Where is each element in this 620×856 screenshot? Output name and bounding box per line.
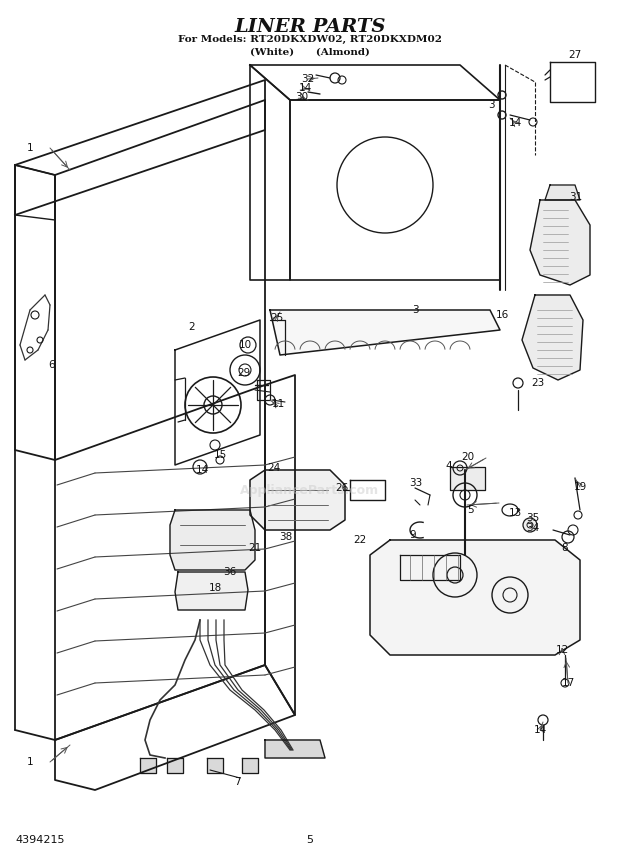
Text: 19: 19: [574, 482, 587, 492]
Polygon shape: [167, 758, 183, 773]
Polygon shape: [370, 540, 580, 655]
Text: 3: 3: [488, 100, 494, 110]
Text: 18: 18: [208, 583, 221, 593]
Polygon shape: [270, 310, 500, 355]
Text: 15: 15: [213, 450, 227, 460]
Text: 16: 16: [495, 310, 508, 320]
Text: 12: 12: [556, 645, 569, 655]
Text: 14: 14: [508, 118, 521, 128]
Polygon shape: [530, 200, 590, 285]
Text: 6: 6: [49, 360, 55, 370]
Text: ApplianceParts.com: ApplianceParts.com: [241, 484, 379, 496]
Text: 26: 26: [335, 483, 348, 493]
Text: 25: 25: [270, 313, 283, 323]
Text: For Models: RT20DKXDW02, RT20DKXDM02: For Models: RT20DKXDW02, RT20DKXDM02: [178, 35, 442, 44]
Text: 14: 14: [298, 83, 312, 93]
Polygon shape: [545, 185, 580, 200]
Text: 32: 32: [301, 74, 314, 84]
Text: 17: 17: [561, 678, 575, 688]
Text: 27: 27: [569, 50, 582, 60]
Text: 34: 34: [526, 523, 539, 533]
Text: 23: 23: [531, 378, 544, 388]
Polygon shape: [175, 572, 248, 610]
Text: 8: 8: [562, 543, 569, 553]
Text: 30: 30: [296, 92, 309, 102]
Text: 33: 33: [409, 478, 423, 488]
Text: 20: 20: [461, 452, 474, 462]
Text: 14: 14: [195, 465, 208, 475]
Text: 38: 38: [280, 532, 293, 542]
Text: 9: 9: [410, 530, 416, 540]
Text: 14: 14: [533, 725, 547, 735]
Text: 35: 35: [526, 513, 539, 523]
Text: 4: 4: [446, 461, 453, 471]
Text: 21: 21: [249, 543, 262, 553]
Text: 11: 11: [272, 399, 285, 409]
Text: LINER PARTS: LINER PARTS: [234, 18, 386, 36]
Text: 29: 29: [237, 368, 250, 378]
Polygon shape: [242, 758, 258, 773]
Polygon shape: [140, 758, 156, 773]
Text: (White)      (Almond): (White) (Almond): [250, 48, 370, 57]
Text: 5: 5: [306, 835, 314, 845]
Text: 10: 10: [239, 340, 252, 350]
Polygon shape: [522, 295, 583, 380]
Circle shape: [523, 518, 537, 532]
Text: 3: 3: [412, 305, 418, 315]
Text: 24: 24: [267, 463, 281, 473]
Text: 4394215: 4394215: [15, 835, 64, 845]
Text: 22: 22: [353, 535, 366, 545]
Text: 13: 13: [508, 508, 521, 518]
Polygon shape: [265, 740, 325, 758]
Text: 1: 1: [27, 757, 33, 767]
Polygon shape: [170, 510, 255, 570]
Polygon shape: [450, 467, 485, 490]
Text: 7: 7: [234, 777, 241, 787]
Text: 31: 31: [569, 192, 583, 202]
Text: 2: 2: [188, 322, 195, 332]
Text: 1: 1: [27, 143, 33, 153]
Text: 36: 36: [223, 567, 237, 577]
Polygon shape: [250, 470, 345, 530]
Text: 5: 5: [467, 505, 473, 515]
Polygon shape: [207, 758, 223, 773]
